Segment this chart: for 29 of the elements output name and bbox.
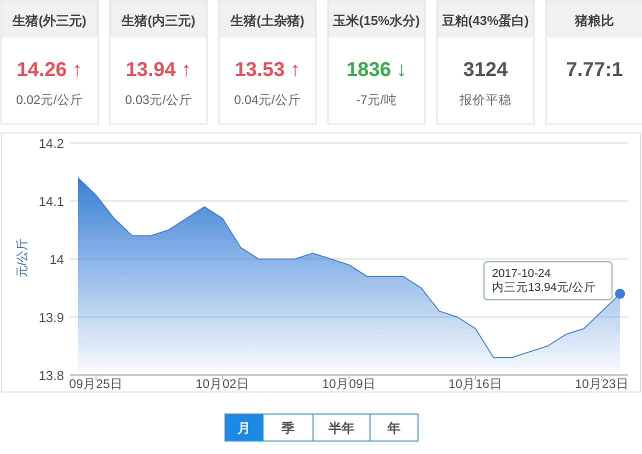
category-label: 生猪(外三元) — [12, 13, 86, 28]
x-tick-label: 10月23日 — [575, 377, 629, 391]
card: 玉米(15%水分) 1836 ↓ -7元/吨 — [328, 0, 426, 124]
category-label: 季 — [280, 420, 294, 436]
category-label: 豆粕(43%蛋白) — [441, 13, 529, 28]
annotation: 内三元13.94元/公斤 — [492, 280, 596, 294]
card: 豆粕(43%蛋白) 3124 报价平稳 — [436, 0, 534, 124]
x-tick-label: 09月25日 — [69, 377, 123, 391]
category-label: 月 — [236, 420, 250, 436]
category-label: 猪粮比 — [574, 13, 614, 28]
y-tick-label: 14.1 — [38, 194, 64, 209]
category-label: 年 — [386, 420, 400, 436]
y-tick-label: 13.8 — [38, 368, 64, 383]
card: 生猪(外三元) 14.26 ↑ 0.02元/公斤 — [0, 0, 98, 124]
x-tick-label: 10月09日 — [322, 377, 376, 391]
card: 生猪(土杂猪) 13.53 ↑ 0.04元/公斤 — [218, 0, 316, 124]
card: 猪粮比 7.77:1 — [546, 0, 642, 124]
category-label: 半年 — [328, 420, 354, 436]
y-axis-title: 元/公斤 — [15, 238, 29, 278]
category-label: 生猪(土杂猪) — [230, 13, 304, 28]
annotation: 2017-10-24 — [492, 268, 552, 280]
category-label: 生猪(内三元) — [120, 13, 196, 28]
card: 生猪(内三元) 13.94 ↑ 0.03元/公斤 — [110, 0, 208, 124]
category-label: 玉米(15%水分) — [332, 13, 420, 28]
y-tick-label: 14.2 — [38, 136, 64, 151]
x-tick-label: 10月02日 — [196, 377, 250, 391]
y-tick-label: 14 — [50, 252, 64, 267]
y-tick-label: 13.9 — [38, 310, 64, 325]
x-tick-label: 10月16日 — [448, 377, 502, 391]
